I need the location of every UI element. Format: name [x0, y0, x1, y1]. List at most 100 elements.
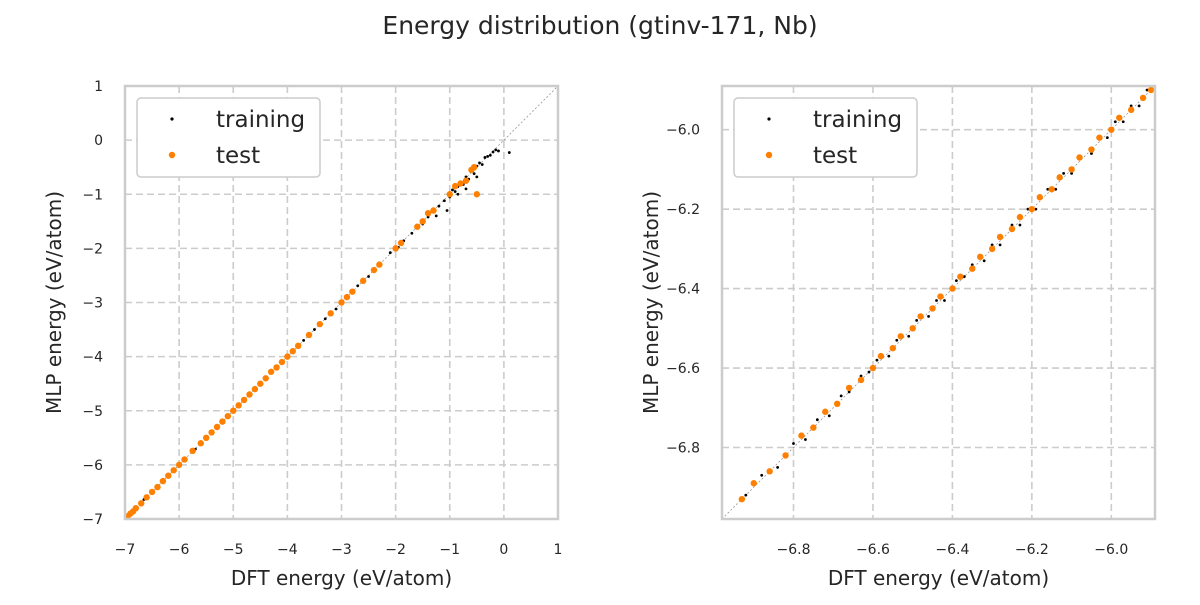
y-axis-label: MLP energy (eV/atom): [42, 191, 66, 414]
y-tick-label: −6.6: [666, 361, 700, 377]
test-legend-marker: [765, 151, 773, 159]
training-point: [472, 172, 476, 176]
test-point: [246, 391, 253, 398]
x-tick-label: −6.2: [1015, 542, 1049, 558]
test-point: [305, 331, 313, 339]
training-point: [478, 161, 481, 165]
legend-box: [136, 97, 321, 178]
training-point: [313, 328, 316, 331]
test-point: [267, 368, 275, 375]
training-point: [453, 190, 457, 193]
training-point: [744, 493, 748, 497]
test-point: [798, 432, 805, 439]
test-point: [376, 261, 383, 268]
x-tick-label: −6.0: [1094, 542, 1128, 558]
training-point: [1062, 171, 1066, 175]
test-point: [810, 424, 817, 431]
training-point: [437, 204, 441, 208]
test-point: [957, 273, 964, 280]
x-tick-label: −6.8: [777, 542, 811, 558]
test-point: [165, 472, 172, 479]
training-point: [827, 414, 831, 418]
test-point: [1076, 154, 1083, 161]
training-legend-label: training: [216, 107, 305, 133]
training-point: [1090, 152, 1093, 155]
test-series: [124, 163, 481, 520]
test-point: [917, 313, 924, 320]
training-legend-marker: [170, 117, 174, 121]
test-point: [132, 504, 140, 512]
y-tick-label: −3: [82, 296, 103, 312]
training-point: [859, 374, 863, 378]
test-point: [278, 358, 286, 366]
test-point: [822, 408, 829, 415]
x-tick-label: −5: [223, 542, 244, 558]
test-point: [1068, 166, 1075, 173]
y-tick-label: −7: [82, 512, 103, 528]
test-point: [845, 384, 853, 392]
legend-box: [733, 97, 918, 178]
training-point: [1054, 187, 1058, 191]
test-point: [1016, 213, 1024, 221]
x-tick-label: −6: [169, 542, 190, 558]
test-legend-label: test: [813, 143, 857, 169]
test-point: [359, 277, 367, 285]
training-point: [847, 390, 851, 394]
test-point: [473, 191, 481, 198]
test-legend-marker: [168, 151, 176, 159]
test-point: [909, 325, 916, 332]
test-point: [154, 483, 161, 491]
test-series: [738, 86, 1155, 503]
y-tick-label: 1: [94, 79, 103, 95]
test-point: [240, 396, 248, 404]
training-point: [1010, 223, 1014, 227]
legend: training test: [136, 97, 321, 178]
x-tick-label: −7: [115, 542, 136, 558]
y-tick-label: −6.2: [666, 202, 700, 218]
test-point: [338, 299, 345, 306]
test-point: [1127, 106, 1135, 114]
test-point: [877, 352, 885, 360]
training-point: [410, 231, 414, 235]
test-point: [937, 293, 944, 300]
y-tick-label: −5: [82, 404, 103, 420]
test-point: [470, 163, 478, 171]
training-point: [483, 156, 487, 159]
x-tick-label: −1: [439, 542, 460, 558]
test-point: [929, 305, 936, 312]
test-point: [446, 191, 453, 198]
y-tick-label: −2: [82, 241, 103, 257]
test-point: [1048, 186, 1055, 193]
training-point: [1034, 207, 1038, 211]
test-point: [1008, 225, 1016, 233]
training-point: [943, 299, 946, 302]
training-point: [367, 275, 370, 278]
training-point: [456, 192, 460, 196]
test-point: [857, 376, 865, 384]
training-point: [464, 187, 468, 191]
training-point: [1137, 104, 1141, 108]
test-point: [1147, 86, 1155, 94]
y-axis-label: MLP energy (eV/atom): [639, 191, 663, 414]
training-point: [497, 149, 500, 153]
test-point: [235, 402, 242, 409]
test-point: [889, 344, 897, 352]
test-point: [327, 310, 334, 317]
training-point: [998, 243, 1002, 247]
x-tick-label: −3: [331, 542, 352, 558]
test-point: [996, 233, 1004, 241]
x-axis-label: DFT energy (eV/atom): [828, 566, 1049, 590]
test-point: [424, 209, 432, 217]
legend: training test: [733, 97, 918, 178]
test-point: [143, 494, 150, 501]
test-point: [969, 265, 976, 272]
training-point: [867, 370, 871, 374]
training-point: [388, 251, 392, 255]
y-tick-label: −1: [82, 187, 103, 203]
training-point: [486, 154, 490, 158]
training-point: [982, 259, 986, 263]
test-point: [834, 400, 841, 407]
right-panel: −6.8 −6.6 −6.4 −6.2 −6.0 −6.8 −6.6 −6.4 −6.2 −6.0…: [639, 84, 1157, 590]
training-point: [1070, 171, 1073, 175]
test-point: [782, 452, 789, 459]
